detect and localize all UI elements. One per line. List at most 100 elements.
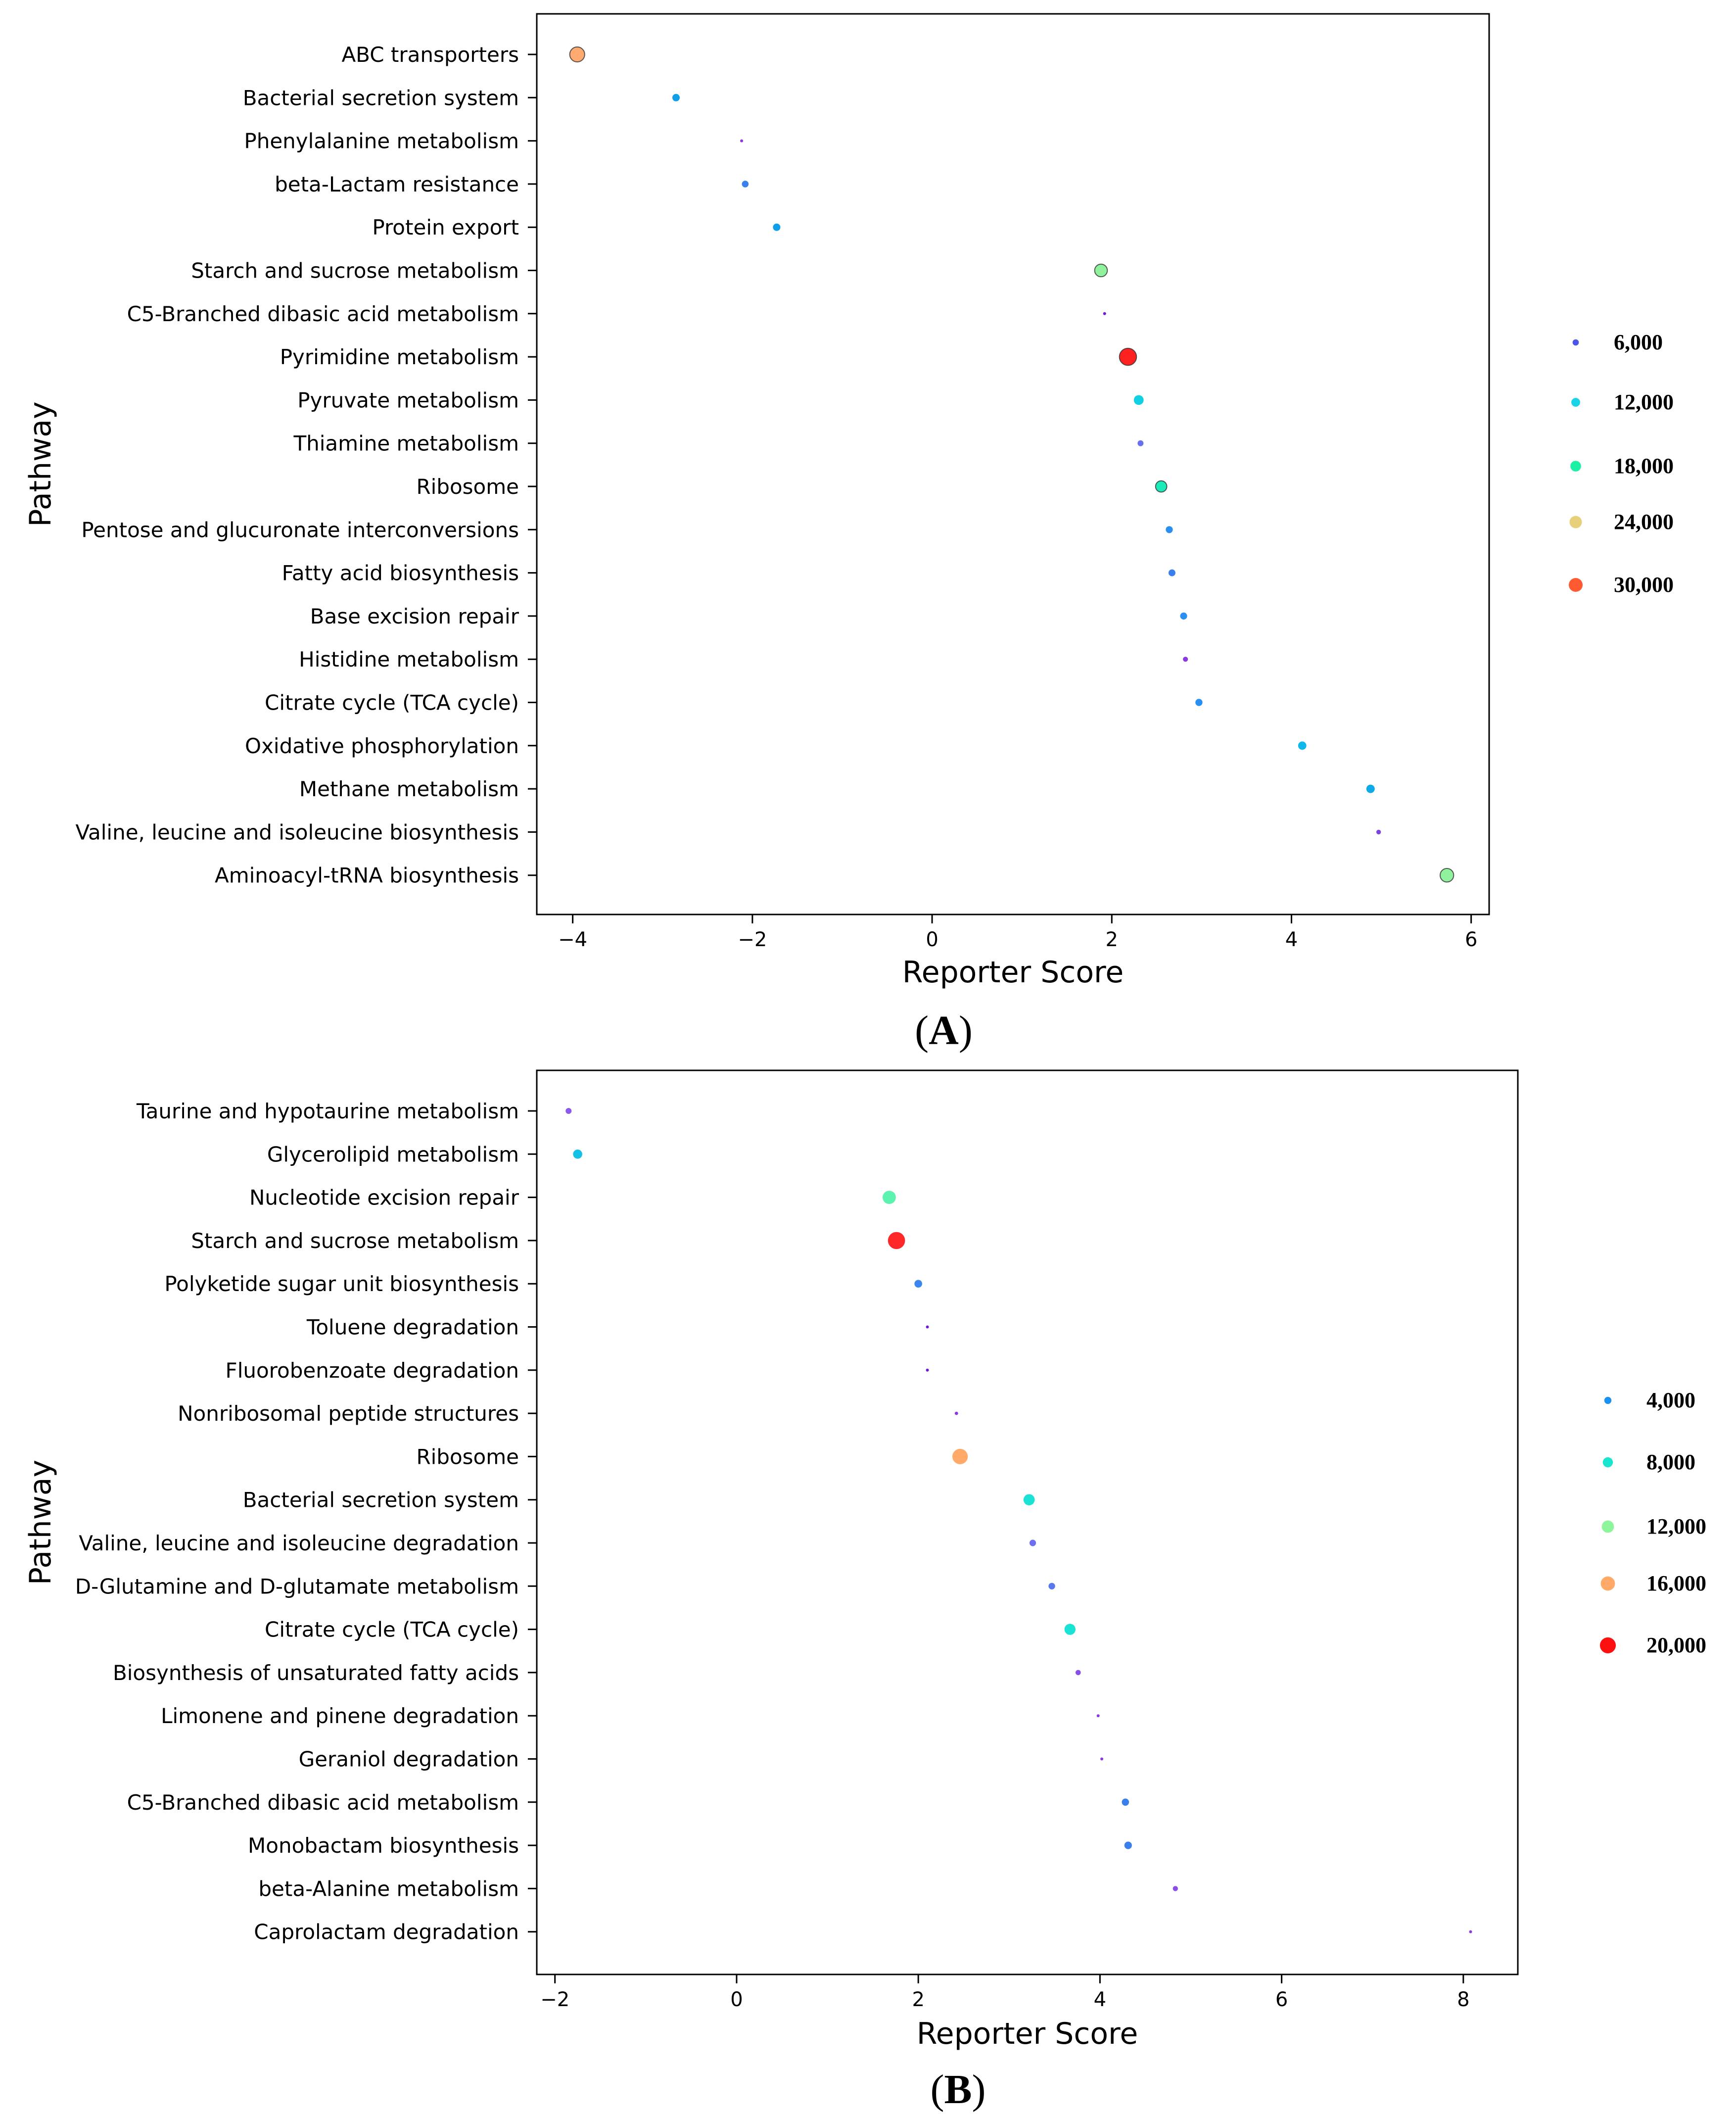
panel-b-y-tick-label: Bacterial secretion system [243,1488,519,1512]
panel-b-x-tick-label: 8 [1457,1988,1469,2011]
panel-a-caption: (A) [915,1008,973,1054]
panel-b-y-tick-label: Biosynthesis of unsaturated fatty acids [113,1661,519,1685]
panel-b-x-tick-label: 4 [1094,1988,1106,2011]
panel-a-point [1180,612,1187,620]
panel-a-point [1183,657,1188,662]
panel-b-point [1048,1583,1055,1589]
panel-b-legend-marker [1604,1396,1612,1404]
panel-b-x-tick-label: −2 [540,1988,569,2011]
panel-b-point [1122,1798,1129,1806]
panel-b-point [914,1280,922,1288]
panel-b-point [1029,1539,1036,1546]
panel-b-point [926,1368,929,1372]
panel-b-legend-label: 4,000 [1646,1388,1695,1412]
panel-a-x-axis-title: Reporter Score [902,955,1124,990]
panel-a-y-tick-label: Thiamine metabolism [293,432,519,456]
panel-b-y-tick-label: D-Glutamine and D-glutamate metabolism [75,1574,519,1598]
panel-a-y-tick-label: Base excision repair [310,604,519,628]
panel-a-point [1168,569,1175,577]
panel-b-y-tick-label: Taurine and hypotaurine metabolism [136,1099,519,1123]
panel-b-point [954,1411,958,1415]
panel-b-y-tick-label: Starch and sucrose metabolism [191,1229,519,1253]
panel-b-point [1124,1841,1132,1849]
panel-b-x-tick-label: 6 [1275,1988,1288,2011]
panel-b-legend-label: 20,000 [1646,1633,1706,1657]
panel-a-chart: −4 −2 0 2 4 6 ABC transporters Bacterial secret… [23,13,1674,1054]
panel-a-legend-label: 12,000 [1614,390,1674,414]
panel-b-point [1100,1757,1104,1761]
panel-b-point [926,1325,929,1329]
panel-b-y-tick-label: Caprolactam degradation [254,1920,519,1944]
panel-b-legend-label: 12,000 [1646,1514,1706,1538]
panel-b-point [1096,1714,1100,1718]
panel-a-y-tick-label: ABC transporters [341,43,519,67]
panel-b-caption: (B) [931,2066,986,2113]
panel-a-point [1103,312,1106,315]
panel-b-point [1064,1624,1076,1635]
panel-b-x-tick-label: 2 [912,1988,924,2011]
panel-b-y-tick-label: Fluorobenzoate degradation [226,1358,519,1383]
panel-a-point [569,46,585,63]
panel-b-point [573,1150,582,1159]
panel-a-y-tick-label: Protein export [372,215,519,240]
panel-a-point [1155,480,1168,493]
panel-b-y-tick-label: beta-Alanine metabolism [258,1876,519,1901]
panel-b-y-tick-label: Glycerolipid metabolism [267,1142,519,1166]
panel-a-point [672,94,680,101]
panel-b-legend-label: 16,000 [1646,1571,1706,1595]
panel-a-point [1195,699,1203,706]
panel-b-point [952,1448,968,1464]
panel-a-y-tick-label: Pentose and glucuronate interconversions [81,518,519,542]
panel-b-point [1173,1886,1178,1891]
panel-b-y-tick-label: Toluene degradation [306,1315,519,1340]
panel-a-point [1366,784,1375,793]
panel-a-point [1133,395,1144,405]
panel-a-point [773,223,781,231]
panel-b-legend-marker [1599,1637,1616,1654]
panel-a-x-tick-label: 4 [1285,928,1298,951]
panel-a-legend-marker [1571,398,1580,407]
panel-b-plot-frame [536,1069,1519,1975]
panel-a-plot-frame [536,13,1490,915]
panel-a-point [1298,741,1307,750]
panel-b-point [1076,1670,1081,1676]
panel-a-y-tick-label: Bacterial secretion system [243,86,519,110]
panel-a-point [1119,347,1137,366]
panel-a-y-tick-label: Valine, leucine and isoleucine biosynthe… [76,820,519,844]
panel-a-legend-marker [1569,516,1582,528]
panel-b-y-tick-label: Nucleotide excision repair [249,1186,519,1210]
panel-b-y-tick-label: C5-Branched dibasic acid metabolism [127,1790,519,1815]
panel-a-y-tick-label: Ribosome [416,475,519,499]
panel-b-point [1469,1930,1472,1933]
panel-a-point [1166,526,1173,533]
panel-b-y-tick-label: Nonribosomal peptide structures [178,1401,519,1426]
panel-a-x-tick-label: 6 [1465,928,1477,951]
panel-b-y-tick-label: Monobactam biosynthesis [248,1833,519,1858]
panel-a-y-tick-label: Citrate cycle (TCA cycle) [265,691,519,715]
panel-a-y-tick-label: Pyruvate metabolism [297,388,519,412]
panel-a-point [742,181,749,188]
panel-a-y-tick-label: Aminoacyl-tRNA biosynthesis [215,864,519,888]
panel-a-legend-marker [1569,578,1583,592]
panel-a-y-tick-label: beta-Lactam resistance [275,172,519,196]
panel-a-y-tick-label: Phenylalanine metabolism [244,129,519,153]
panel-a-y-tick-label: Oxidative phosphorylation [245,734,519,758]
panel-b-point [888,1232,905,1249]
panel-b-point [1023,1494,1035,1505]
panel-b-y-axis-title: Pathway [23,1460,58,1585]
panel-a-legend-label: 18,000 [1614,454,1674,478]
panel-b-y-tick-label: Ribosome [416,1444,519,1469]
panel-a-legend-marker [1572,339,1579,346]
panel-a-y-tick-label: Methane metabolism [299,777,519,801]
panel-b-y-tick-label: Citrate cycle (TCA cycle) [265,1618,519,1642]
panel-a-point [1137,440,1144,446]
panel-a-legend-label: 6,000 [1614,330,1663,354]
panel-a-y-axis-title: Pathway [23,401,58,527]
panel-a-x-tick-label: 0 [926,928,938,951]
panel-a-y-tick-label: C5-Branched dibasic acid metabolism [127,302,519,326]
panel-b-x-axis-title: Reporter Score [917,2017,1138,2051]
panel-a-y-tick-label: Histidine metabolism [299,647,519,672]
panel-b-chart: −2 0 2 4 6 8 Taurine and hypotaurine metabolis… [23,1069,1706,2113]
panel-a-point [1376,829,1381,835]
panel-b-y-tick-label: Polyketide sugar unit biosynthesis [164,1272,519,1296]
